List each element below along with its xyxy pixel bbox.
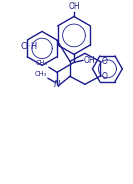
Text: N: N [54,80,60,89]
Text: CH₃: CH₃ [35,71,47,77]
Text: O: O [102,72,108,81]
Text: O: O [102,57,108,66]
Text: CH₃: CH₃ [36,60,48,66]
Text: OH: OH [68,3,80,11]
Text: Cl·H: Cl·H [20,42,37,51]
Text: OH: OH [84,56,96,65]
